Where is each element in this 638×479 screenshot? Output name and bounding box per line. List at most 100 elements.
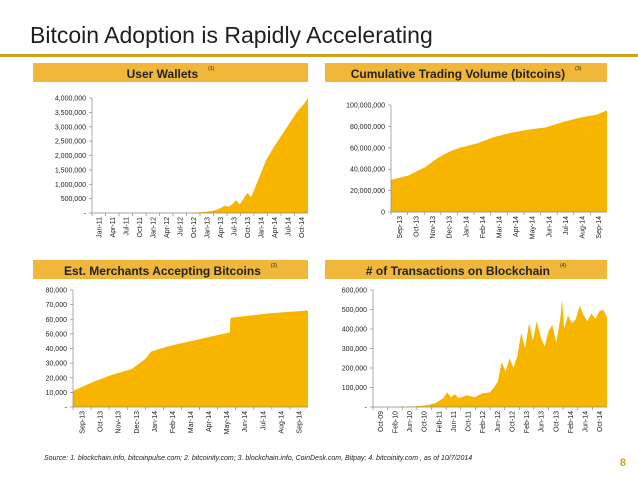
- merchants-x-tick-label: Oct-13: [98, 411, 105, 432]
- transactions-x-tick-label: Jun-11: [451, 411, 458, 432]
- trading-volume-x-tick-label: Sep-13: [397, 216, 404, 239]
- trading-volume-x-tick-label: Dec-13: [447, 216, 454, 239]
- transactions-x-tick-label: Jun-10: [407, 411, 414, 433]
- transactions-x-tick-label: Feb-13: [524, 411, 531, 433]
- user-wallets-y-tick-label: -: [84, 211, 87, 218]
- merchants-x-tick-label: Feb-14: [170, 411, 177, 433]
- user-wallets-y-tick-label: 1,500,000: [55, 167, 86, 174]
- transactions-x-tick-label: Oct-09: [378, 411, 385, 432]
- user-wallets-x-tick-label: Oct-13: [245, 217, 252, 238]
- trading-volume-area-series: [391, 110, 607, 212]
- footnote-marker: (4): [559, 263, 567, 269]
- footnote-marker: (2): [270, 263, 278, 269]
- trading-volume-x-tick-label: Mar-14: [497, 216, 504, 238]
- slide-title: Bitcoin Adoption is Rapidly Accelerating: [30, 22, 433, 48]
- panel-title: Cumulative Trading Volume (bitcoins): [350, 67, 566, 81]
- user-wallets-y-tick-label: 4,000,000: [55, 96, 86, 103]
- transactions-y-tick-label: 600,000: [342, 288, 367, 295]
- merchants-y-tick-label: 30,000: [46, 361, 68, 368]
- merchants-x-tick-label: Sep-13: [80, 411, 87, 434]
- transactions-x-tick-label: Oct-10: [422, 411, 429, 432]
- source-footnote: Source: 1. blockchain.info, bitcoinpulse…: [44, 455, 473, 462]
- transactions-x-tick-label: Jun-12: [495, 411, 502, 433]
- user-wallets-x-tick-label: Oct-12: [191, 217, 198, 238]
- merchants-y-tick-label: 80,000: [46, 288, 68, 295]
- user-wallets-x-tick-label: Jan-13: [204, 217, 211, 239]
- trading-volume-x-tick-label: Oct-13: [413, 216, 420, 237]
- merchants-y-tick-label: -: [65, 405, 68, 412]
- user-wallets-x-tick-label: Jul-12: [177, 217, 184, 236]
- merchants-x-tick-label: Jul-14: [260, 411, 267, 430]
- merchants-y-tick-label: 40,000: [46, 346, 68, 353]
- user-wallets-x-tick-label: Jul-13: [231, 217, 238, 236]
- transactions-y-tick-label: 100,000: [342, 385, 367, 392]
- trading-volume-x-tick-label: Sep-14: [596, 216, 603, 239]
- user-wallets-x-tick-label: Oct-11: [137, 217, 144, 238]
- user-wallets-x-tick-label: Oct-14: [299, 217, 306, 238]
- user-wallets-x-tick-label: Apr-13: [218, 217, 225, 238]
- transactions-y-tick-label: 200,000: [342, 366, 367, 373]
- transactions-x-tick-label: Jun-14: [583, 411, 590, 433]
- merchants-y-tick-label: 10,000: [46, 390, 68, 397]
- trading-volume-x-tick-label: Jul-14: [563, 216, 570, 235]
- merchants-x-tick-label: Jun-14: [242, 411, 249, 433]
- user-wallets-y-tick-label: 1,000,000: [55, 182, 86, 189]
- panel-header-transactions: # of Transactions on Blockchain (4): [325, 260, 607, 279]
- merchants-y-tick-label: 50,000: [46, 331, 68, 338]
- transactions-x-tick-label: Oct-11: [466, 411, 473, 432]
- merchants-x-tick-label: Nov-13: [116, 411, 123, 434]
- trading-volume-y-tick-label: 60,000,000: [350, 145, 385, 152]
- merchants-x-tick-label: Mar-14: [188, 411, 195, 433]
- panel-header-trading-volume: Cumulative Trading Volume (bitcoins) (3): [325, 63, 607, 82]
- transactions-x-tick-label: Feb-14: [568, 411, 575, 433]
- panel-title: # of Transactions on Blockchain: [365, 264, 550, 278]
- merchants-x-tick-label: Sep-14: [296, 411, 303, 434]
- user-wallets-y-tick-label: 3,500,000: [55, 110, 86, 117]
- panel-header-user-wallets: User Wallets (1): [33, 63, 308, 82]
- trading-volume-y-tick-label: 0: [381, 210, 385, 217]
- user-wallets-y-tick-label: 3,000,000: [55, 124, 86, 131]
- transactions-x-tick-label: Oct-14: [597, 411, 604, 432]
- trading-volume-x-tick-label: Nov-13: [430, 216, 437, 239]
- user-wallets-x-tick-label: Jul-11: [123, 217, 130, 236]
- trading-volume-x-tick-label: Apr-14: [513, 216, 520, 237]
- merchants-x-tick-label: Apr-14: [206, 411, 213, 432]
- user-wallets-area-series: [92, 98, 308, 213]
- trading-volume-x-tick-label: Jan-14: [463, 216, 470, 238]
- merchants-y-tick-label: 70,000: [46, 302, 68, 309]
- merchants-y-tick-label: 60,000: [46, 317, 68, 324]
- merchants-x-tick-label: Aug-14: [278, 411, 285, 434]
- user-wallets-x-tick-label: Jan-12: [150, 217, 157, 239]
- user-wallets-x-tick-label: Jan-14: [258, 217, 265, 239]
- trading-volume-y-tick-label: 20,000,000: [350, 188, 385, 195]
- trading-volume-x-tick-label: May-14: [530, 216, 537, 239]
- merchants-x-tick-label: Dec-13: [134, 411, 141, 434]
- merchants-y-tick-label: 20,000: [46, 375, 68, 382]
- page-number: 8: [619, 457, 626, 469]
- trading-volume-y-tick-label: 80,000,000: [350, 124, 385, 131]
- user-wallets-x-tick-label: Apr-12: [164, 217, 171, 238]
- merchants-x-tick-label: May-14: [224, 411, 231, 434]
- title-divider: [0, 54, 638, 57]
- transactions-x-tick-label: Feb-10: [392, 411, 399, 433]
- transactions-y-tick-label: 300,000: [342, 346, 367, 353]
- user-wallets-x-tick-label: Jul-14: [285, 217, 292, 236]
- user-wallets-y-tick-label: 500,000: [61, 196, 86, 203]
- trading-volume-x-tick-label: Aug-14: [580, 216, 587, 239]
- transactions-x-tick-label: Oct-12: [509, 411, 516, 432]
- transactions-x-tick-label: Oct-13: [553, 411, 560, 432]
- panel-title: User Wallets: [126, 67, 199, 81]
- transactions-y-tick-label: 400,000: [342, 327, 367, 334]
- trading-volume-x-tick-label: Feb-14: [480, 216, 487, 238]
- panel-header-merchants: Est. Merchants Accepting Bitcoins (2): [33, 260, 308, 279]
- transactions-area-series: [373, 299, 607, 407]
- panel-title: Est. Merchants Accepting Bitcoins: [63, 264, 261, 278]
- footnote-marker: (3): [575, 66, 582, 72]
- user-wallets-y-tick-label: 2,500,000: [55, 139, 86, 146]
- user-wallets-x-tick-label: Apr-14: [272, 217, 279, 238]
- trading-volume-y-tick-label: 100,000,000: [346, 103, 385, 110]
- transactions-x-tick-label: Feb-12: [480, 411, 487, 433]
- transactions-y-tick-label: 500,000: [342, 307, 367, 314]
- merchants-area-series: [73, 310, 308, 407]
